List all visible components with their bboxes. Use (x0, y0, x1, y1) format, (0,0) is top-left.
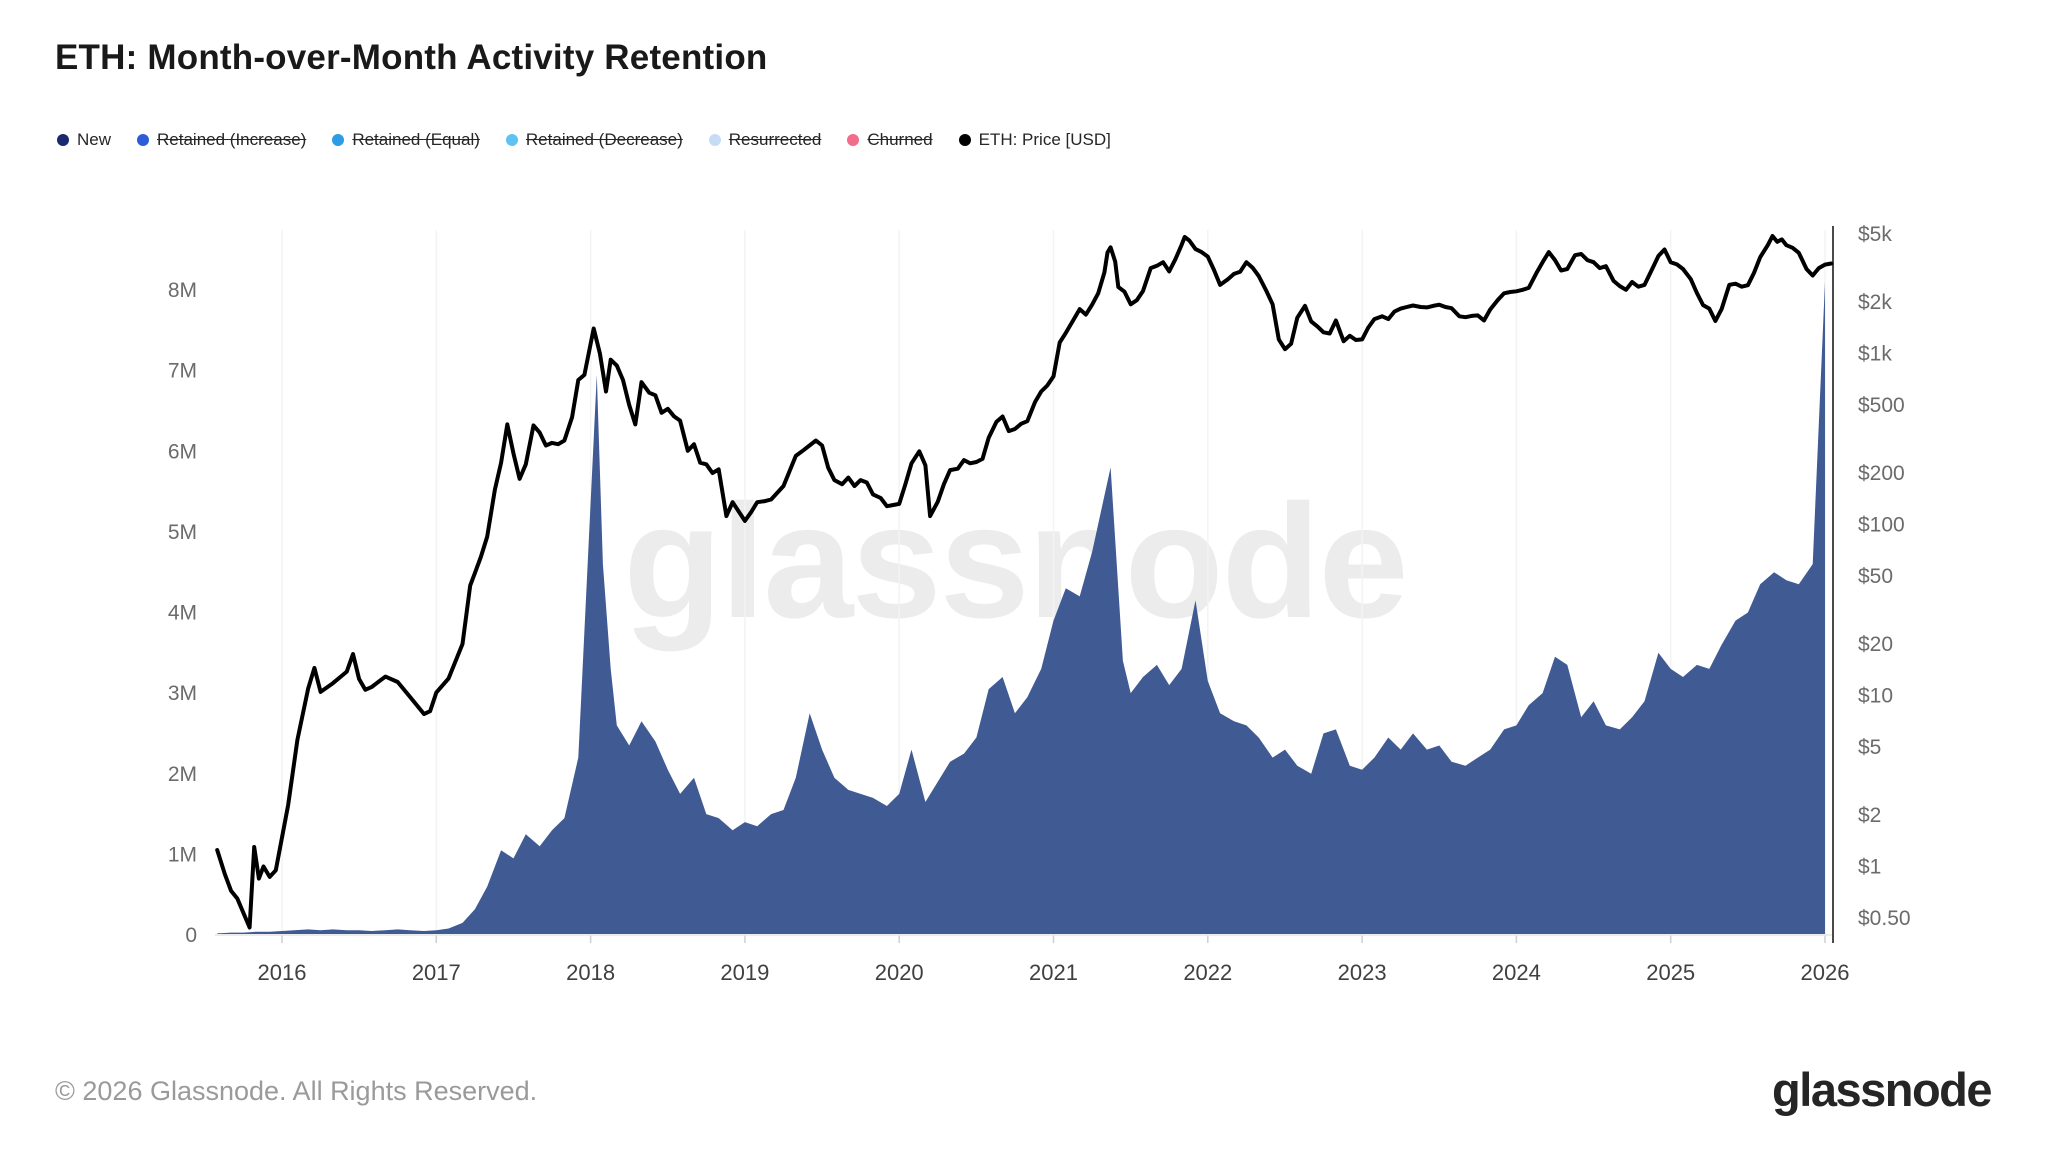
svg-text:4M: 4M (168, 602, 197, 625)
svg-text:2016: 2016 (258, 960, 307, 985)
svg-text:$200: $200 (1858, 462, 1905, 485)
svg-text:7M: 7M (168, 360, 197, 383)
legend-dot (137, 134, 150, 146)
legend-item-new[interactable]: New (57, 130, 111, 150)
page-title: ETH: Month-over-Month Activity Retention (55, 38, 768, 77)
legend-label: Retained (Increase) (157, 130, 307, 149)
svg-text:8M: 8M (168, 279, 197, 302)
legend-dot (958, 134, 971, 146)
legend-label: Retained (Decrease) (525, 130, 683, 149)
svg-text:2019: 2019 (720, 960, 769, 985)
legend-dot (505, 134, 518, 146)
svg-text:$100: $100 (1858, 514, 1905, 537)
svg-text:$20: $20 (1858, 633, 1893, 656)
legend-item-retained-equal[interactable]: Retained (Equal) (332, 130, 480, 150)
legend-item-resurrected[interactable]: Resurrected (708, 130, 822, 150)
svg-text:2018: 2018 (566, 960, 615, 985)
legend-label: New (77, 130, 112, 149)
svg-text:$1k: $1k (1858, 343, 1892, 366)
svg-text:2020: 2020 (875, 960, 924, 985)
svg-text:2017: 2017 (412, 960, 461, 985)
eth-price-line (215, 234, 1834, 930)
legend-dot (332, 134, 345, 146)
legend-label: Retained (Equal) (352, 130, 480, 149)
legend-dot (57, 134, 69, 146)
svg-text:6M: 6M (168, 440, 197, 463)
legend-item-eth-price-usd[interactable]: ETH: Price [USD] (958, 130, 1111, 150)
svg-text:$50: $50 (1858, 565, 1893, 588)
legend-item-retained-increase[interactable]: Retained (Increase) (137, 130, 306, 150)
glassnode-watermark: glassnode (623, 471, 1408, 652)
svg-text:$5k: $5k (1858, 223, 1892, 246)
glassnode-logo: glassnode (1772, 1063, 1992, 1116)
new-addresses-area (217, 281, 1826, 934)
right-axis-labels: $5k $2k $1k $500 $200 $100 $50 $20 $10 $5 $2 $1 $0.5… (1858, 223, 1911, 930)
x-axis-labels: 2016 2017 2018 2019 2020 2021 2022 2023 2024 2025… (258, 960, 1850, 985)
svg-text:2024: 2024 (1492, 960, 1541, 985)
svg-text:$500: $500 (1858, 394, 1905, 417)
svg-text:2023: 2023 (1338, 960, 1387, 985)
svg-text:2M: 2M (168, 763, 197, 786)
legend-item-retained-decrease[interactable]: Retained (Decrease) (505, 130, 683, 150)
legend-label: Churned (867, 130, 933, 149)
svg-text:2022: 2022 (1183, 960, 1232, 985)
legend-dot (847, 134, 860, 146)
svg-text:1M: 1M (168, 843, 197, 866)
legend-item-churned[interactable]: Churned (847, 130, 933, 150)
svg-text:2025: 2025 (1646, 960, 1695, 985)
left-axis-labels: 8M 7M 6M 5M 4M 3M 2M 1M 0 (168, 279, 197, 947)
legend-label: ETH: Price [USD] (978, 130, 1111, 149)
svg-text:$0.50: $0.50 (1858, 907, 1911, 930)
svg-text:$2: $2 (1858, 804, 1881, 827)
svg-text:$5: $5 (1858, 736, 1881, 759)
svg-text:$1: $1 (1858, 856, 1881, 879)
copyright-text: © 2026 Glassnode. All Rights Reserved. (55, 1076, 538, 1106)
svg-text:5M: 5M (168, 521, 197, 544)
svg-text:0: 0 (185, 924, 197, 947)
svg-text:$2k: $2k (1858, 291, 1892, 314)
legend: New Retained (Increase) Retained (Equal) Re… (57, 130, 1111, 150)
legend-label: Resurrected (728, 130, 822, 149)
svg-text:2026: 2026 (1801, 960, 1850, 985)
legend-dot (708, 134, 721, 146)
svg-text:$10: $10 (1858, 685, 1893, 708)
svg-text:2021: 2021 (1029, 960, 1078, 985)
svg-text:3M: 3M (168, 682, 197, 705)
